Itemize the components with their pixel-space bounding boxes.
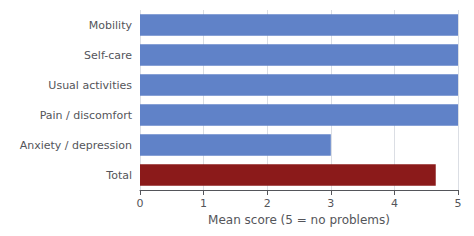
svg-text:Total: Total — [105, 169, 132, 182]
svg-text:1: 1 — [200, 197, 207, 210]
svg-text:5: 5 — [455, 197, 462, 210]
svg-text:Self-care: Self-care — [84, 49, 132, 62]
svg-text:0: 0 — [137, 197, 144, 210]
svg-text:4: 4 — [391, 197, 398, 210]
svg-text:3: 3 — [327, 197, 334, 210]
svg-text:Pain / discomfort: Pain / discomfort — [40, 109, 133, 122]
svg-text:2: 2 — [264, 197, 271, 210]
svg-text:Mobility: Mobility — [89, 19, 133, 32]
svg-text:Anxiety / depression: Anxiety / depression — [20, 139, 132, 152]
svg-text:Mean score (5 = no problems): Mean score (5 = no problems) — [208, 213, 390, 227]
svg-text:Usual activities: Usual activities — [48, 79, 132, 92]
